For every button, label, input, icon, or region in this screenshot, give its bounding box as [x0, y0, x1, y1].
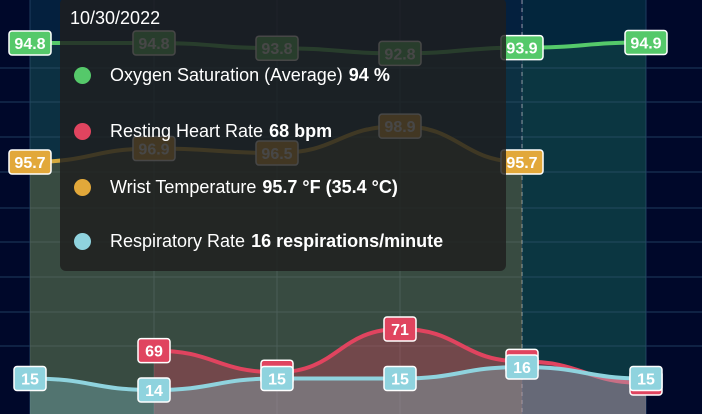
respiratory-rate-label-5: 15	[637, 372, 655, 389]
respiratory-rate-label-4: 16	[513, 360, 531, 377]
tooltip-wrist-temperature-label: Wrist Temperature	[110, 176, 257, 197]
respiratory-rate-label-0: 15	[21, 372, 39, 389]
resting-heart-rate-point-1	[137, 337, 171, 364]
respiratory-rate-point-3	[383, 365, 417, 392]
tooltip-oxygen-label: Oxygen Saturation (Average)	[110, 64, 343, 85]
tooltip-date: 10/30/2022	[70, 8, 161, 28]
respiratory-rate-label-1: 14	[145, 383, 163, 400]
tooltip-heart-rate-value: 68 bpm	[269, 120, 333, 141]
tooltip-respiratory-rate-value: 16 respirations/minute	[251, 230, 444, 251]
resting-heart-rate-label-1: 69	[145, 344, 163, 361]
oxygen-saturation-average-label-4: 93.9	[506, 41, 537, 58]
tooltip-wrist-temperature-value: 95.7 °F (35.4 °C)	[262, 176, 398, 197]
respiratory-rate-point-5	[629, 365, 663, 392]
wrist-temperature-label-0: 95.7	[14, 155, 45, 172]
respiratory-rate-area	[30, 367, 646, 414]
wrist-temperature-point-0	[8, 149, 52, 175]
oxygen-saturation-average-label-0: 94.8	[14, 36, 45, 53]
respiratory-rate-label-2: 15	[268, 372, 286, 389]
wrist-temperature-legend-dot	[74, 178, 91, 196]
plot-band-right	[522, 0, 646, 414]
chart-tooltip: 10/30/2022 Oxygen Saturation (Average) 9…	[60, 0, 506, 271]
oxygen-saturation-average-label-5: 94.9	[630, 35, 661, 52]
tooltip-row-heart-rate: Resting Heart Rate 68 bpm	[74, 119, 332, 143]
respiratory-rate-point-0	[13, 365, 47, 392]
tooltip-heart-rate-label: Resting Heart Rate	[110, 120, 264, 141]
tooltip-respiratory-rate-label: Respiratory Rate	[110, 230, 246, 251]
heart-rate-legend-dot	[74, 122, 91, 140]
respiratory-rate-point-1	[137, 377, 171, 403]
resting-heart-rate-point-3	[383, 316, 417, 342]
tooltip-row-respiratory-rate: Respiratory Rate 16 respirations/minute	[74, 229, 443, 253]
oxygen-saturation-average-point-5	[624, 29, 668, 56]
respiratory-rate-point-2	[260, 365, 294, 392]
respiratory-rate-label-3: 15	[391, 372, 409, 389]
respiratory-rate-line	[29, 364, 647, 393]
respiratory-rate-legend-dot	[74, 232, 91, 250]
tooltip-oxygen-value: 94 %	[348, 64, 390, 85]
tooltip-row-oxygen: Oxygen Saturation (Average) 94 %	[74, 63, 390, 87]
wrist-temperature-label-4: 95.7	[506, 155, 537, 172]
oxygen-saturation-average-point-0	[8, 30, 52, 56]
tooltip-row-wrist-temperature: Wrist Temperature 95.7 °F (35.4 °C)	[74, 175, 398, 199]
respiratory-rate-point-4	[505, 354, 539, 380]
oxygen-legend-dot	[74, 66, 91, 84]
resting-heart-rate-label-3: 71	[391, 322, 409, 339]
